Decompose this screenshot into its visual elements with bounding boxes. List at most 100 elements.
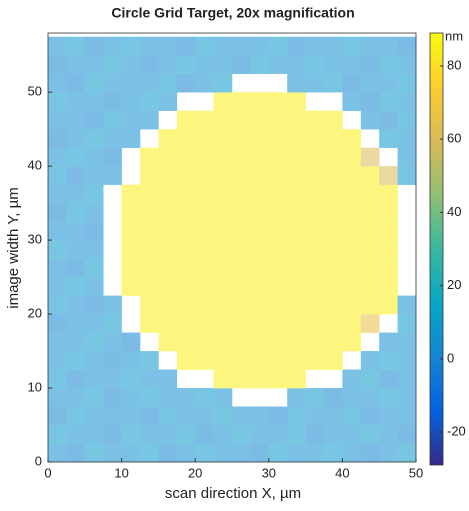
- heatmap-cell: [268, 203, 288, 222]
- heatmap-cell: [342, 406, 362, 426]
- heatmap-cell: [232, 110, 251, 130]
- heatmap-cell: [360, 443, 380, 463]
- heatmap-cell: [158, 277, 178, 296]
- heatmap-cell: [66, 166, 86, 185]
- heatmap-cell: [176, 351, 196, 370]
- heatmap-cell: [342, 258, 362, 278]
- heatmap-cell: [158, 166, 178, 185]
- heatmap-cell: [250, 240, 270, 259]
- heatmap-cell: [287, 203, 306, 222]
- heatmap-cell: [195, 166, 214, 185]
- heatmap-cell: [140, 314, 159, 333]
- heatmap-cell: [268, 258, 288, 278]
- heatmap-cell: [360, 425, 380, 444]
- heatmap-cell: [84, 277, 104, 296]
- y-axis-label: image width Y, µm: [5, 187, 22, 308]
- heatmap-cell: [268, 425, 288, 444]
- heatmap-cell: [397, 351, 417, 370]
- heatmap-cell: [305, 277, 325, 296]
- heatmap-cell: [195, 314, 214, 333]
- heatmap-cell: [103, 129, 122, 148]
- heatmap-cell: [140, 258, 159, 278]
- heatmap-cell: [379, 73, 398, 93]
- heatmap-cell: [176, 166, 196, 185]
- heatmap-cell: [360, 147, 380, 167]
- heatmap-cell: [268, 351, 288, 370]
- x-tick-label: 0: [44, 465, 51, 480]
- heatmap-cell: [176, 425, 196, 444]
- x-tick-label: 20: [188, 465, 202, 480]
- heatmap-cell: [324, 388, 343, 407]
- heatmap-cell: [287, 166, 306, 185]
- heatmap-cell: [66, 351, 86, 370]
- heatmap-cell: [379, 277, 398, 296]
- heatmap-cell: [158, 295, 178, 315]
- heatmap-cell: [195, 129, 214, 148]
- heatmap-cell: [324, 184, 343, 204]
- heatmap-cell: [84, 258, 104, 278]
- heatmap-cell: [66, 110, 86, 130]
- heatmap-cell: [195, 73, 214, 93]
- heatmap-cell: [232, 36, 251, 56]
- x-tick-label: 50: [409, 465, 423, 480]
- heatmap-cell: [66, 184, 86, 204]
- heatmap-cell: [397, 92, 417, 111]
- heatmap-cell: [342, 240, 362, 259]
- heatmap-cell: [232, 184, 251, 204]
- heatmap-cell: [324, 36, 343, 56]
- heatmap-cell: [66, 240, 86, 259]
- heatmap-cell: [305, 332, 325, 352]
- heatmap-cell: [324, 221, 343, 241]
- heatmap-cell: [250, 110, 270, 130]
- heatmap-cell: [379, 369, 398, 389]
- heatmap-cell: [140, 184, 159, 204]
- heatmap-cell: [213, 73, 233, 93]
- heatmap-cell: [324, 55, 343, 74]
- heatmap-cell: [397, 166, 417, 185]
- heatmap-cell: [268, 221, 288, 241]
- heatmap-cell: [121, 221, 141, 241]
- heatmap-cell: [158, 369, 178, 389]
- heatmap-cell: [84, 203, 104, 222]
- heatmap-cell: [158, 388, 178, 407]
- heatmap-cell: [232, 443, 251, 463]
- heatmap-cell: [158, 73, 178, 93]
- heatmap-cell: [195, 277, 214, 296]
- heatmap-cell: [84, 314, 104, 333]
- heatmap-cell: [360, 388, 380, 407]
- heatmap-cell: [342, 388, 362, 407]
- heatmap-cell: [176, 240, 196, 259]
- heatmap-cell: [360, 166, 380, 185]
- heatmap-cell: [324, 443, 343, 463]
- heatmap-cell: [48, 110, 67, 130]
- heatmap-cell: [397, 295, 417, 315]
- heatmap-cell: [48, 55, 67, 74]
- heatmap-cell: [305, 203, 325, 222]
- heatmap-cell: [176, 388, 196, 407]
- heatmap-cell: [195, 203, 214, 222]
- heatmap-cell: [250, 443, 270, 463]
- heatmap-cell: [140, 406, 159, 426]
- heatmap-cell: [250, 406, 270, 426]
- heatmap-cell: [360, 36, 380, 56]
- heatmap-cell: [324, 332, 343, 352]
- heatmap-cell: [48, 406, 67, 426]
- heatmap-cell: [48, 92, 67, 111]
- heatmap-cell: [213, 388, 233, 407]
- heatmap-cell: [232, 258, 251, 278]
- heatmap-cell: [103, 388, 122, 407]
- heatmap-cell: [379, 203, 398, 222]
- heatmap-cell: [250, 295, 270, 315]
- heatmap-cell: [287, 332, 306, 352]
- heatmap-cell: [66, 147, 86, 167]
- heatmap-cell: [232, 166, 251, 185]
- heatmap-cell: [140, 425, 159, 444]
- heatmap-cell: [397, 443, 417, 463]
- heatmap-cell: [232, 221, 251, 241]
- heatmap-cell: [103, 36, 122, 56]
- heatmap-cell: [66, 73, 86, 93]
- y-tick-label: 10: [28, 379, 42, 394]
- y-tick-label: 20: [28, 306, 42, 321]
- heatmap-cell: [324, 314, 343, 333]
- heatmap-cell: [397, 332, 417, 352]
